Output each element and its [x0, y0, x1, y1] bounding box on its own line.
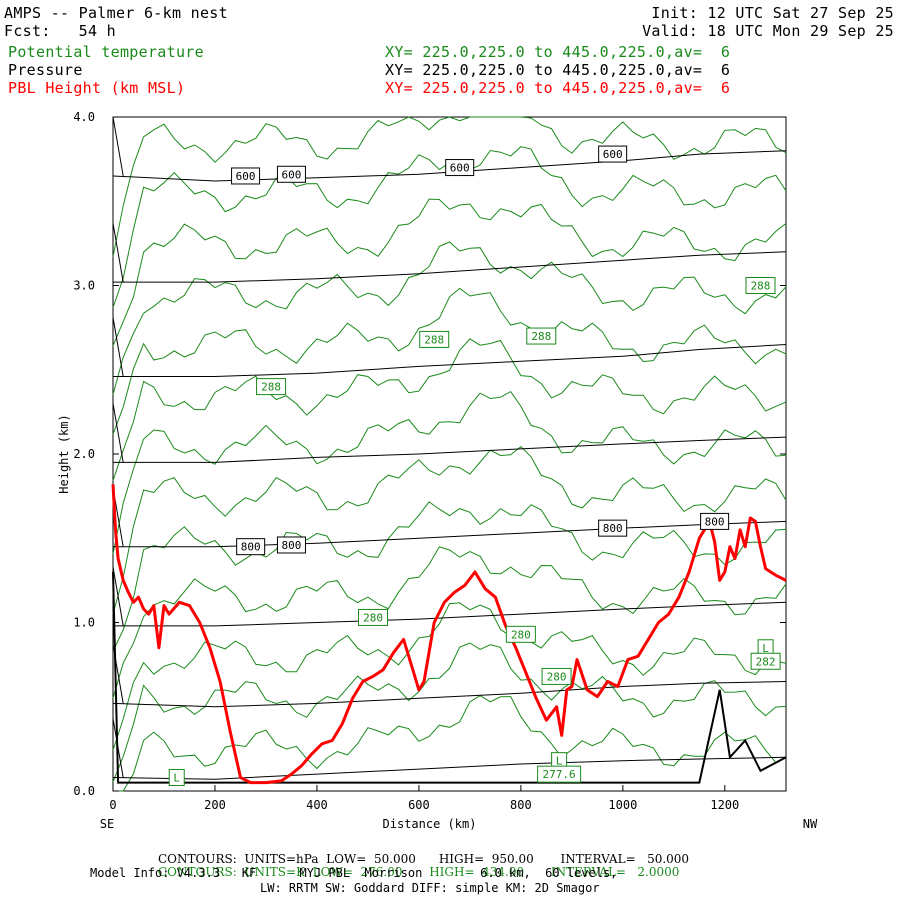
theta-contour	[113, 695, 787, 792]
footer-pressure-contours: CONTOURS: UNITS=hPa LOW= 50.000 HIGH= 95…	[158, 852, 690, 866]
isobar-edge	[112, 566, 124, 626]
isobar-label-box	[598, 519, 628, 537]
footer-theta-contours: CONTOURS: UNITS=K LOW= 276.00 HIGH= 434.…	[158, 865, 680, 879]
theta-contour	[112, 241, 787, 395]
pressure-isobar	[113, 251, 787, 283]
field-name-pressure: Pressure	[8, 61, 83, 79]
theta-contour	[112, 116, 787, 257]
isobar-label-box	[700, 512, 730, 530]
field-name-pbl: PBL Height (km MSL)	[8, 79, 186, 97]
theta-label-box	[526, 327, 557, 345]
x-tick-label: 600	[408, 798, 430, 812]
y-tick-label: 2.0	[73, 447, 95, 461]
chart-title: AMPS -- Palmer 6-km nest	[4, 4, 228, 22]
y-tick-label: 0.0	[73, 784, 95, 798]
isobar-label-box	[276, 165, 306, 183]
forecast-hour: Fcst: 54 h	[4, 22, 116, 40]
theta-contour	[112, 390, 787, 555]
y-tick-label: 3.0	[73, 279, 95, 293]
isobar-label: 600	[282, 168, 302, 181]
theta-label-box	[750, 652, 781, 670]
theta-contour	[112, 602, 787, 751]
isobar-label-box	[236, 538, 266, 556]
pressure-isobar	[113, 601, 787, 627]
isobar-label: 600	[450, 162, 470, 175]
x-tick-label: 400	[306, 798, 328, 812]
x-tick-label: 1200	[710, 798, 739, 812]
y-tick-label: 4.0	[73, 110, 95, 124]
theta-label: 288	[261, 381, 281, 394]
isobar-edge	[112, 116, 124, 177]
theta-label-box	[168, 769, 185, 787]
field-xy-pressure: XY= 225.0,225.0 to 445.0,225.0,av= 6	[385, 61, 731, 79]
isobar-label-box	[276, 536, 306, 554]
pressure-isobar	[112, 681, 787, 708]
theta-label: L	[762, 642, 769, 655]
theta-label: 280	[511, 628, 531, 641]
field-name-theta: Potential temperature	[8, 43, 204, 61]
y-axis-label: Height (km)	[57, 414, 71, 493]
theta-label: 280	[547, 670, 567, 683]
isobar-label: 800	[282, 539, 302, 552]
theta-label-box	[256, 378, 287, 396]
isobar-edge	[112, 403, 124, 463]
theta-contour	[112, 642, 787, 783]
init-time: Init: 12 UTC Sat 27 Sep 25	[651, 4, 894, 22]
pressure-isobar	[113, 436, 787, 463]
x-axis-label: Distance (km)	[383, 817, 477, 831]
theta-label-box	[419, 330, 450, 348]
field-xy-theta: XY= 225.0,225.0 to 445.0,225.0,av= 6	[385, 43, 731, 61]
theta-contour	[112, 501, 787, 652]
pbl-height-line	[111, 484, 787, 785]
theta-label-box	[358, 608, 389, 626]
x-tick-label: 1000	[608, 798, 637, 812]
x-tick-label: 0	[109, 798, 116, 812]
x-end-label-left: SE	[100, 817, 114, 831]
isobar-label-box	[231, 167, 261, 185]
valid-time: Valid: 18 UTC Mon 29 Sep 25	[642, 22, 894, 40]
isobar-label-box	[598, 145, 628, 163]
theta-label: 282	[756, 655, 776, 668]
theta-contour	[112, 198, 787, 346]
terrain-line	[112, 571, 787, 784]
theta-label-box	[541, 667, 572, 685]
isobar-label: 600	[236, 170, 256, 183]
isobar-label: 800	[705, 515, 725, 528]
theta-label: 288	[531, 330, 551, 343]
y-tick-label: 1.0	[73, 616, 95, 630]
theta-label-box	[745, 277, 776, 294]
field-xy-pbl: XY= 225.0,225.0 to 445.0,225.0,av= 6	[385, 79, 731, 97]
theta-label: L	[173, 772, 180, 785]
theta-label: L	[556, 755, 563, 768]
theta-label: 277.6	[543, 768, 576, 781]
x-tick-label: 200	[204, 798, 226, 812]
isobar-edge	[112, 317, 124, 377]
isobar-label: 600	[603, 148, 623, 161]
theta-label-box	[505, 625, 536, 643]
theta-label: 288	[751, 280, 771, 293]
theta-label: 288	[424, 333, 444, 346]
pressure-isobar	[112, 756, 787, 780]
pressure-isobar	[113, 520, 787, 548]
theta-contour	[112, 338, 787, 481]
footer-physics-info: LW: RRTM SW: Goddard DIFF: simple KM: 2D…	[260, 881, 600, 895]
theta-contour	[112, 287, 787, 435]
isobar-label: 800	[603, 522, 623, 535]
isobar-edge	[112, 223, 124, 283]
x-tick-label: 800	[510, 798, 532, 812]
isobar-label-box	[445, 159, 475, 177]
isobar-label: 800	[241, 541, 261, 554]
footer-model-info: Model Info: V4.3.3 KF MYJ PBL Morrison 6…	[90, 866, 618, 880]
x-end-label-right: NW	[803, 817, 818, 831]
theta-label: 280	[363, 611, 383, 624]
theta-contour	[112, 445, 787, 614]
theta-contour	[112, 546, 787, 699]
theta-label-box	[537, 765, 582, 783]
pressure-isobar	[113, 344, 787, 377]
